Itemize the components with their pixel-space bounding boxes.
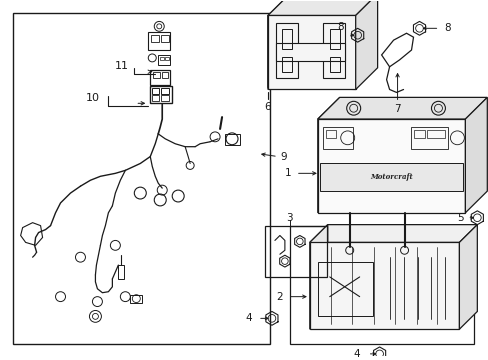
Bar — [162, 72, 168, 78]
Text: 5: 5 — [456, 213, 463, 223]
Text: 1: 1 — [284, 168, 290, 178]
Bar — [281, 29, 291, 49]
Text: 3: 3 — [286, 213, 293, 223]
Polygon shape — [458, 225, 476, 329]
Bar — [322, 127, 352, 149]
Bar — [427, 130, 445, 138]
Bar — [13, 13, 269, 344]
Bar — [161, 35, 169, 42]
Bar — [151, 35, 159, 42]
Text: 11: 11 — [114, 61, 128, 71]
Bar — [410, 127, 447, 149]
Bar — [152, 87, 159, 94]
Bar — [148, 32, 170, 50]
Polygon shape — [309, 225, 476, 242]
Bar — [161, 87, 169, 94]
Bar — [130, 295, 142, 302]
Bar — [413, 130, 425, 138]
Polygon shape — [267, 0, 377, 15]
Text: 2: 2 — [276, 292, 283, 302]
Polygon shape — [267, 0, 289, 90]
Text: 6: 6 — [264, 102, 271, 112]
Bar — [319, 163, 463, 191]
Bar — [150, 70, 170, 85]
Polygon shape — [317, 119, 465, 213]
Bar — [118, 265, 124, 279]
Polygon shape — [267, 15, 355, 90]
Bar — [160, 57, 164, 60]
Bar — [152, 95, 159, 101]
Bar — [161, 95, 169, 101]
Bar — [275, 43, 344, 61]
Text: 8: 8 — [337, 22, 344, 32]
Text: 10: 10 — [85, 93, 99, 103]
Bar — [275, 23, 297, 78]
Polygon shape — [309, 242, 458, 329]
Bar — [322, 23, 344, 78]
Text: Motorcraft: Motorcraft — [369, 173, 412, 181]
Bar — [329, 29, 339, 49]
Bar — [153, 72, 160, 78]
Bar — [317, 262, 372, 316]
Bar — [158, 55, 170, 65]
Text: 9: 9 — [280, 152, 286, 162]
Text: 4: 4 — [245, 313, 251, 323]
Text: 7: 7 — [393, 104, 400, 114]
Text: 4: 4 — [352, 349, 359, 359]
Polygon shape — [317, 97, 339, 213]
Polygon shape — [355, 0, 377, 90]
Bar — [224, 134, 240, 145]
Text: 8: 8 — [443, 23, 450, 33]
Bar — [325, 130, 335, 138]
Bar — [329, 57, 339, 72]
Bar — [289, 226, 473, 344]
Bar — [281, 57, 291, 72]
Bar — [264, 226, 326, 277]
Polygon shape — [465, 97, 487, 213]
Bar — [165, 57, 169, 60]
Polygon shape — [317, 97, 487, 119]
Bar — [150, 86, 172, 103]
Polygon shape — [309, 225, 327, 329]
